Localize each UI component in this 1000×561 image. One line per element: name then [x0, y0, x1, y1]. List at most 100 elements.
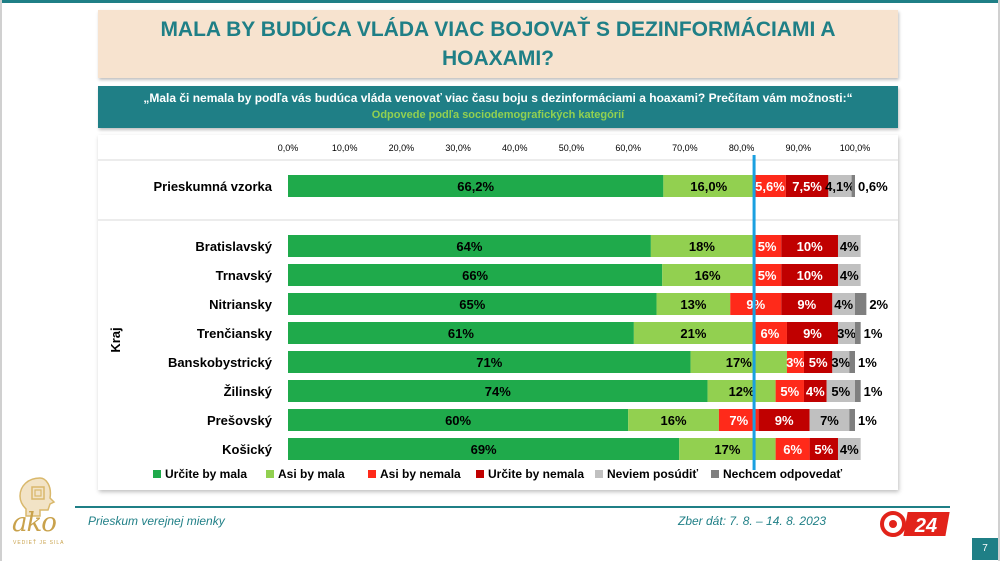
data-label: 16%: [695, 268, 721, 283]
bar-segment: [775, 438, 810, 460]
bar-segment: [849, 351, 855, 373]
data-label: 4%: [840, 239, 859, 254]
data-label: 1%: [864, 384, 883, 399]
data-label: 9%: [775, 413, 794, 428]
data-label: 5%: [758, 268, 777, 283]
top-border: [0, 0, 1000, 3]
footer-divider: [75, 506, 950, 508]
bar-segment: [803, 380, 827, 402]
bar-segment: [786, 322, 838, 344]
x-tick-label: 80,0%: [729, 143, 755, 153]
bar-segment: [855, 380, 861, 402]
x-tick-label: 100,0%: [840, 143, 871, 153]
category-label: Trenčiansky: [197, 326, 273, 341]
legend-swatch: [368, 470, 376, 478]
bar-segment: [752, 235, 782, 257]
bar-segment: [781, 235, 838, 257]
x-tick-label: 20,0%: [389, 143, 415, 153]
title-box: MALA BY BUDÚCA VLÁDA VIAC BOJOVAŤ S DEZI…: [98, 10, 898, 78]
bar-segment: [826, 380, 855, 402]
bar-segment: [785, 175, 829, 197]
category-label: Žilinský: [224, 384, 273, 399]
category-label: Prieskumná vzorka: [153, 179, 272, 194]
bar-segment: [663, 175, 755, 197]
data-label: 4%: [834, 297, 853, 312]
bar-segment: [628, 409, 719, 431]
bar-segment: [730, 293, 782, 315]
bar-segment: [758, 409, 810, 431]
data-label: 1%: [858, 355, 877, 370]
bar-segment: [775, 380, 804, 402]
data-label: 9%: [746, 297, 765, 312]
question-subtitle: Odpovede podľa sociodemografických kateg…: [371, 109, 625, 121]
data-label: 74%: [485, 384, 511, 399]
data-label: 5%: [758, 239, 777, 254]
data-label: 5%: [814, 442, 833, 457]
bar-segment: [288, 438, 680, 460]
data-label: 4,1%: [825, 179, 855, 194]
bar-segment: [786, 351, 804, 373]
bar-segment: [837, 235, 861, 257]
bar-segment: [781, 293, 833, 315]
bar-segment: [855, 293, 867, 315]
bar-segment: [288, 264, 663, 286]
data-label: 4%: [806, 384, 825, 399]
data-label: 3%: [837, 326, 856, 341]
bar-segment: [837, 438, 861, 460]
page-number: 7: [972, 538, 998, 560]
data-label: 21%: [680, 326, 706, 341]
data-label: 1%: [858, 413, 877, 428]
data-label: 66%: [462, 268, 488, 283]
x-tick-label: 0,0%: [278, 143, 299, 153]
bar-segment: [809, 409, 850, 431]
bar-segment: [781, 264, 838, 286]
x-tick-label: 30,0%: [445, 143, 471, 153]
legend-swatch: [153, 470, 161, 478]
bar-segment: [832, 351, 850, 373]
x-tick-label: 10,0%: [332, 143, 358, 153]
legend-swatch: [711, 470, 719, 478]
bar-segment: [679, 438, 776, 460]
bar-segment: [288, 322, 634, 344]
ako-logo-icon: [19, 477, 56, 517]
data-label: 5,6%: [755, 179, 785, 194]
data-label: 13%: [680, 297, 706, 312]
data-label: 10%: [797, 268, 823, 283]
bar-segment: [803, 351, 833, 373]
bar-segment: [288, 409, 629, 431]
data-label: 3%: [786, 355, 805, 370]
bar-segment: [837, 322, 855, 344]
x-tick-label: 60,0%: [615, 143, 641, 153]
data-label: 4%: [840, 442, 859, 457]
bar-segment: [288, 351, 691, 373]
data-label: 5%: [831, 384, 850, 399]
group-axis-label: Kraj: [108, 327, 123, 352]
bar-segment: [288, 235, 651, 257]
data-label: 18%: [689, 239, 715, 254]
bar-segment: [662, 264, 753, 286]
data-label: 7%: [820, 413, 839, 428]
bar-segment: [633, 322, 753, 344]
bar-segment: [855, 322, 861, 344]
bar-segment: [754, 175, 786, 197]
data-label: 61%: [448, 326, 474, 341]
data-label: 60%: [445, 413, 471, 428]
data-label: 69%: [471, 442, 497, 457]
legend-label: Neviem posúdiť: [607, 467, 698, 481]
footer-survey-label: Prieskum verejnej mienky: [88, 514, 225, 528]
data-label: 16%: [661, 413, 687, 428]
data-label: 10%: [797, 239, 823, 254]
data-label: 3%: [831, 355, 850, 370]
bar-segment: [288, 380, 708, 402]
tv24-logo-icon: 24: [880, 511, 950, 537]
legend-label: Asi by mala: [278, 467, 345, 481]
bar-segment: [650, 235, 753, 257]
ako-logo-text: ako: [12, 508, 57, 538]
data-label: 66,2%: [457, 179, 494, 194]
bar-segment: [828, 175, 852, 197]
x-tick-label: 50,0%: [559, 143, 585, 153]
data-label: 12%: [729, 384, 755, 399]
legend-swatch: [266, 470, 274, 478]
bar-segment: [288, 293, 657, 315]
legend-swatch: [595, 470, 603, 478]
